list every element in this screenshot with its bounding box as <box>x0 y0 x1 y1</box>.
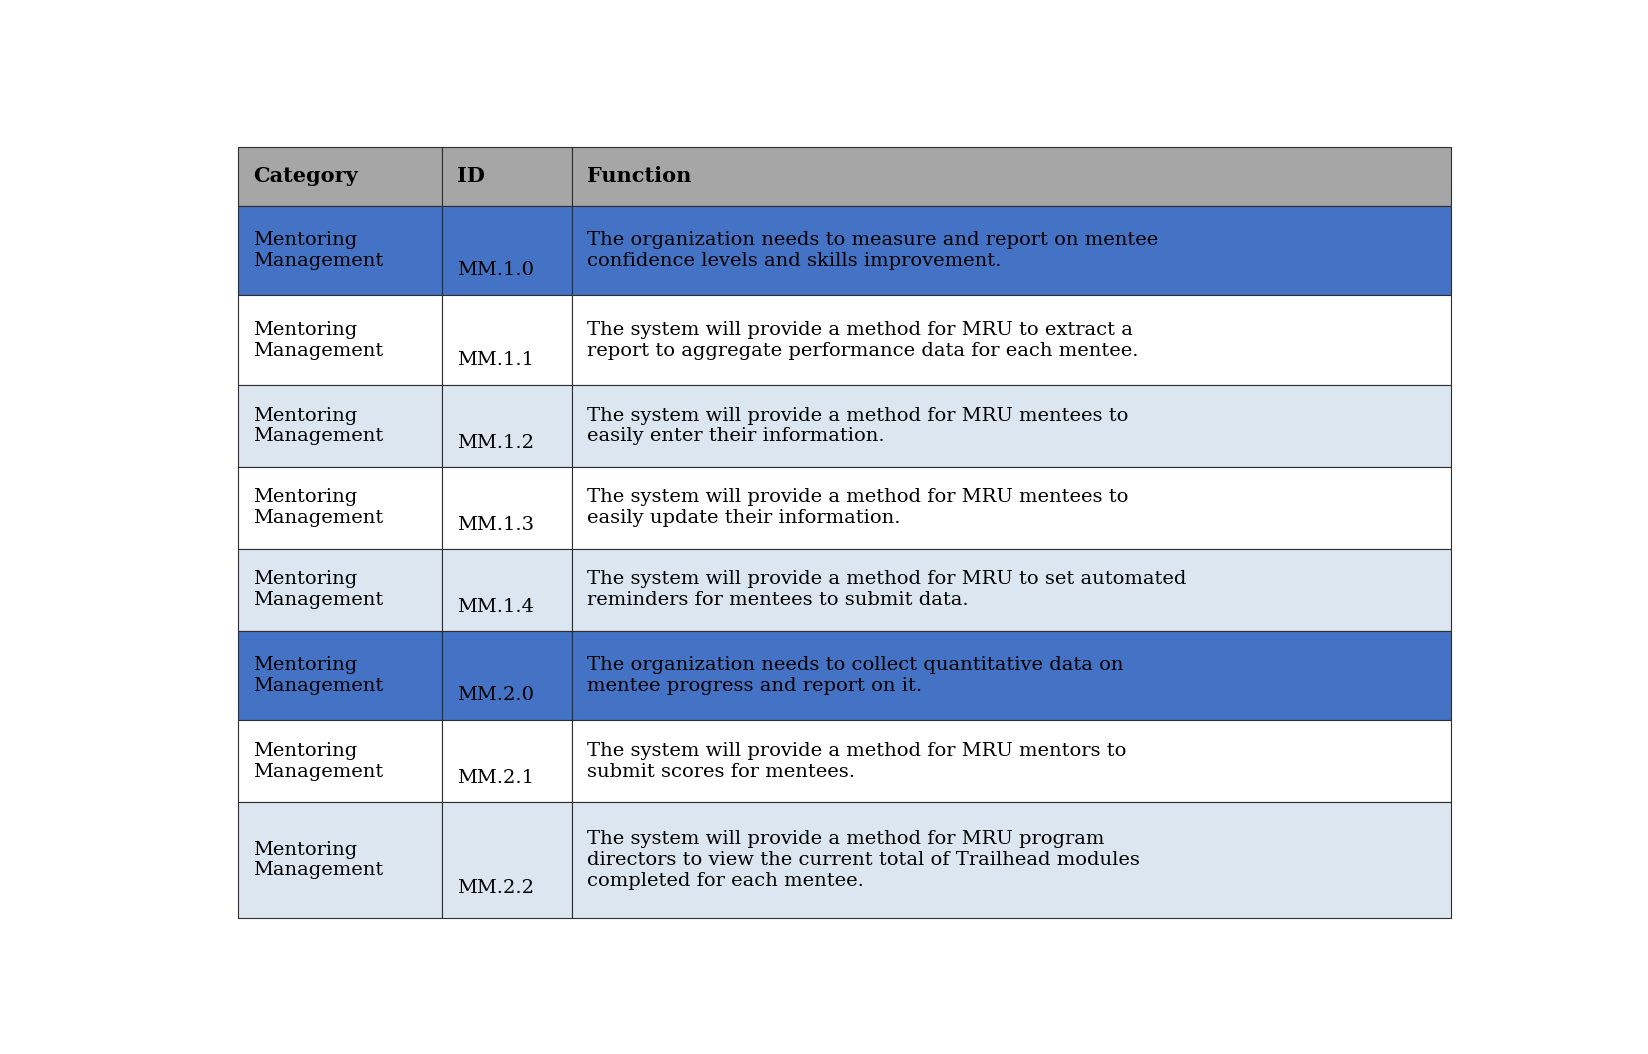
Bar <box>572 467 1452 549</box>
Bar <box>442 295 572 385</box>
Bar <box>572 630 1452 720</box>
Bar <box>237 385 442 467</box>
Text: Mentoring
Management: Mentoring Management <box>254 840 384 879</box>
Text: Mentoring
Management: Mentoring Management <box>254 231 384 270</box>
Bar <box>442 147 572 206</box>
Text: Mentoring
Management: Mentoring Management <box>254 742 384 781</box>
Text: Mentoring
Management: Mentoring Management <box>254 320 384 359</box>
Text: The system will provide a method for MRU mentees to
easily enter their informati: The system will provide a method for MRU… <box>587 407 1129 446</box>
Bar <box>572 549 1452 630</box>
Bar <box>442 630 572 720</box>
Text: MM.2.2: MM.2.2 <box>456 879 534 897</box>
Bar <box>572 720 1452 802</box>
Bar <box>572 147 1452 206</box>
Text: MM.1.3: MM.1.3 <box>456 516 534 534</box>
Bar <box>442 549 572 630</box>
Text: The system will provide a method for MRU to extract a
report to aggregate perfor: The system will provide a method for MRU… <box>587 320 1139 359</box>
Bar <box>237 630 442 720</box>
Text: The system will provide a method for MRU mentors to
submit scores for mentees.: The system will provide a method for MRU… <box>587 742 1126 781</box>
Bar <box>237 467 442 549</box>
Bar <box>442 467 572 549</box>
Bar <box>237 802 442 918</box>
Text: MM.2.0: MM.2.0 <box>456 686 534 704</box>
Text: MM.1.0: MM.1.0 <box>456 261 534 279</box>
Text: The system will provide a method for MRU program
directors to view the current t: The system will provide a method for MRU… <box>587 831 1140 890</box>
Bar <box>237 549 442 630</box>
Bar <box>572 295 1452 385</box>
Text: ID: ID <box>456 167 485 187</box>
Bar <box>237 206 442 295</box>
Bar <box>442 720 572 802</box>
Text: Category: Category <box>254 167 358 187</box>
Bar <box>572 802 1452 918</box>
Text: The organization needs to measure and report on mentee
confidence levels and ski: The organization needs to measure and re… <box>587 231 1159 270</box>
Bar <box>237 147 442 206</box>
Bar <box>237 295 442 385</box>
Bar <box>442 206 572 295</box>
Text: Mentoring
Management: Mentoring Management <box>254 570 384 609</box>
Text: The organization needs to collect quantitative data on
mentee progress and repor: The organization needs to collect quanti… <box>587 656 1124 695</box>
Text: Mentoring
Management: Mentoring Management <box>254 656 384 695</box>
Text: MM.1.4: MM.1.4 <box>456 598 534 616</box>
Text: The system will provide a method for MRU mentees to
easily update their informat: The system will provide a method for MRU… <box>587 488 1129 527</box>
Text: Mentoring
Management: Mentoring Management <box>254 488 384 527</box>
Bar <box>237 720 442 802</box>
Text: MM.1.2: MM.1.2 <box>456 434 534 452</box>
Text: MM.1.1: MM.1.1 <box>456 351 534 369</box>
Bar <box>442 385 572 467</box>
Text: The system will provide a method for MRU to set automated
reminders for mentees : The system will provide a method for MRU… <box>587 570 1187 609</box>
Bar <box>572 385 1452 467</box>
Text: MM.2.1: MM.2.1 <box>456 769 534 787</box>
Text: Mentoring
Management: Mentoring Management <box>254 407 384 446</box>
Bar <box>572 206 1452 295</box>
Bar <box>442 802 572 918</box>
Text: Function: Function <box>587 167 691 187</box>
